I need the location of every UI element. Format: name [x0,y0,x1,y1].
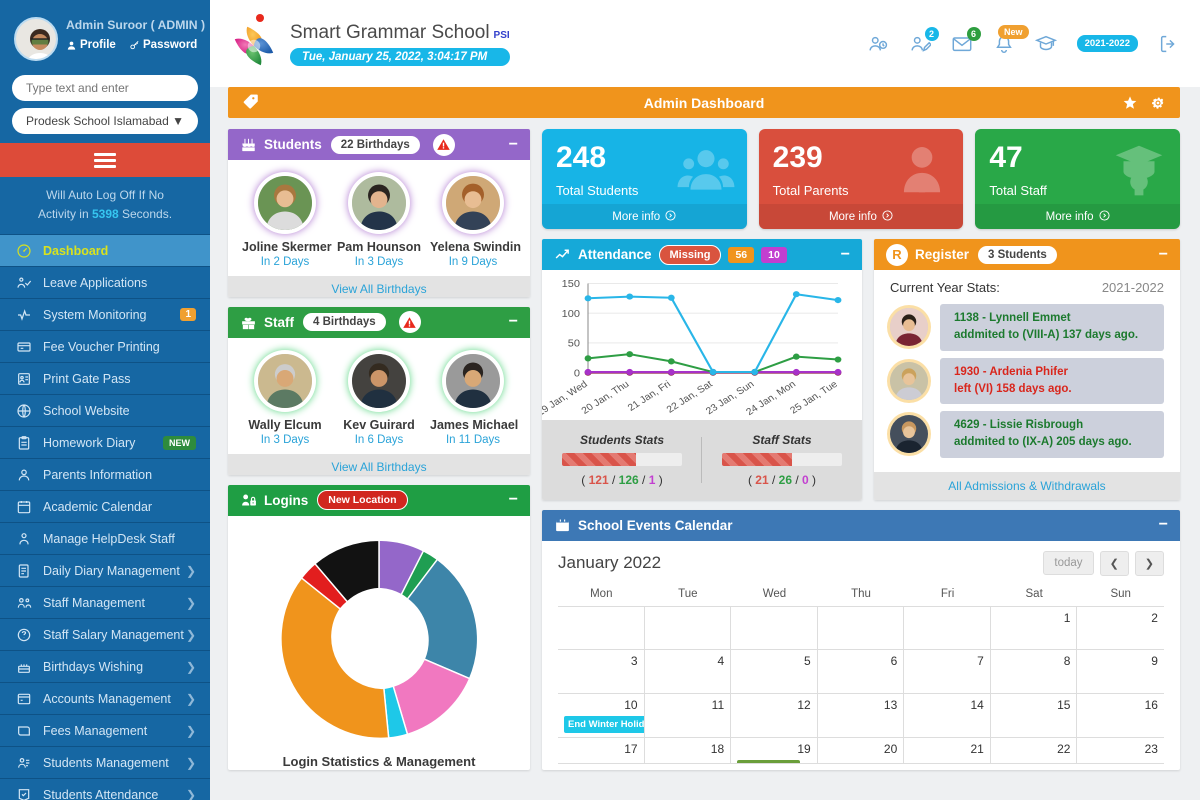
svg-text:0: 0 [574,368,580,379]
svg-text:150: 150 [562,279,580,290]
svg-text:25 Jan, Tue: 25 Jan, Tue [788,379,840,416]
svg-text:50: 50 [568,338,580,349]
svg-text:100: 100 [562,308,580,319]
